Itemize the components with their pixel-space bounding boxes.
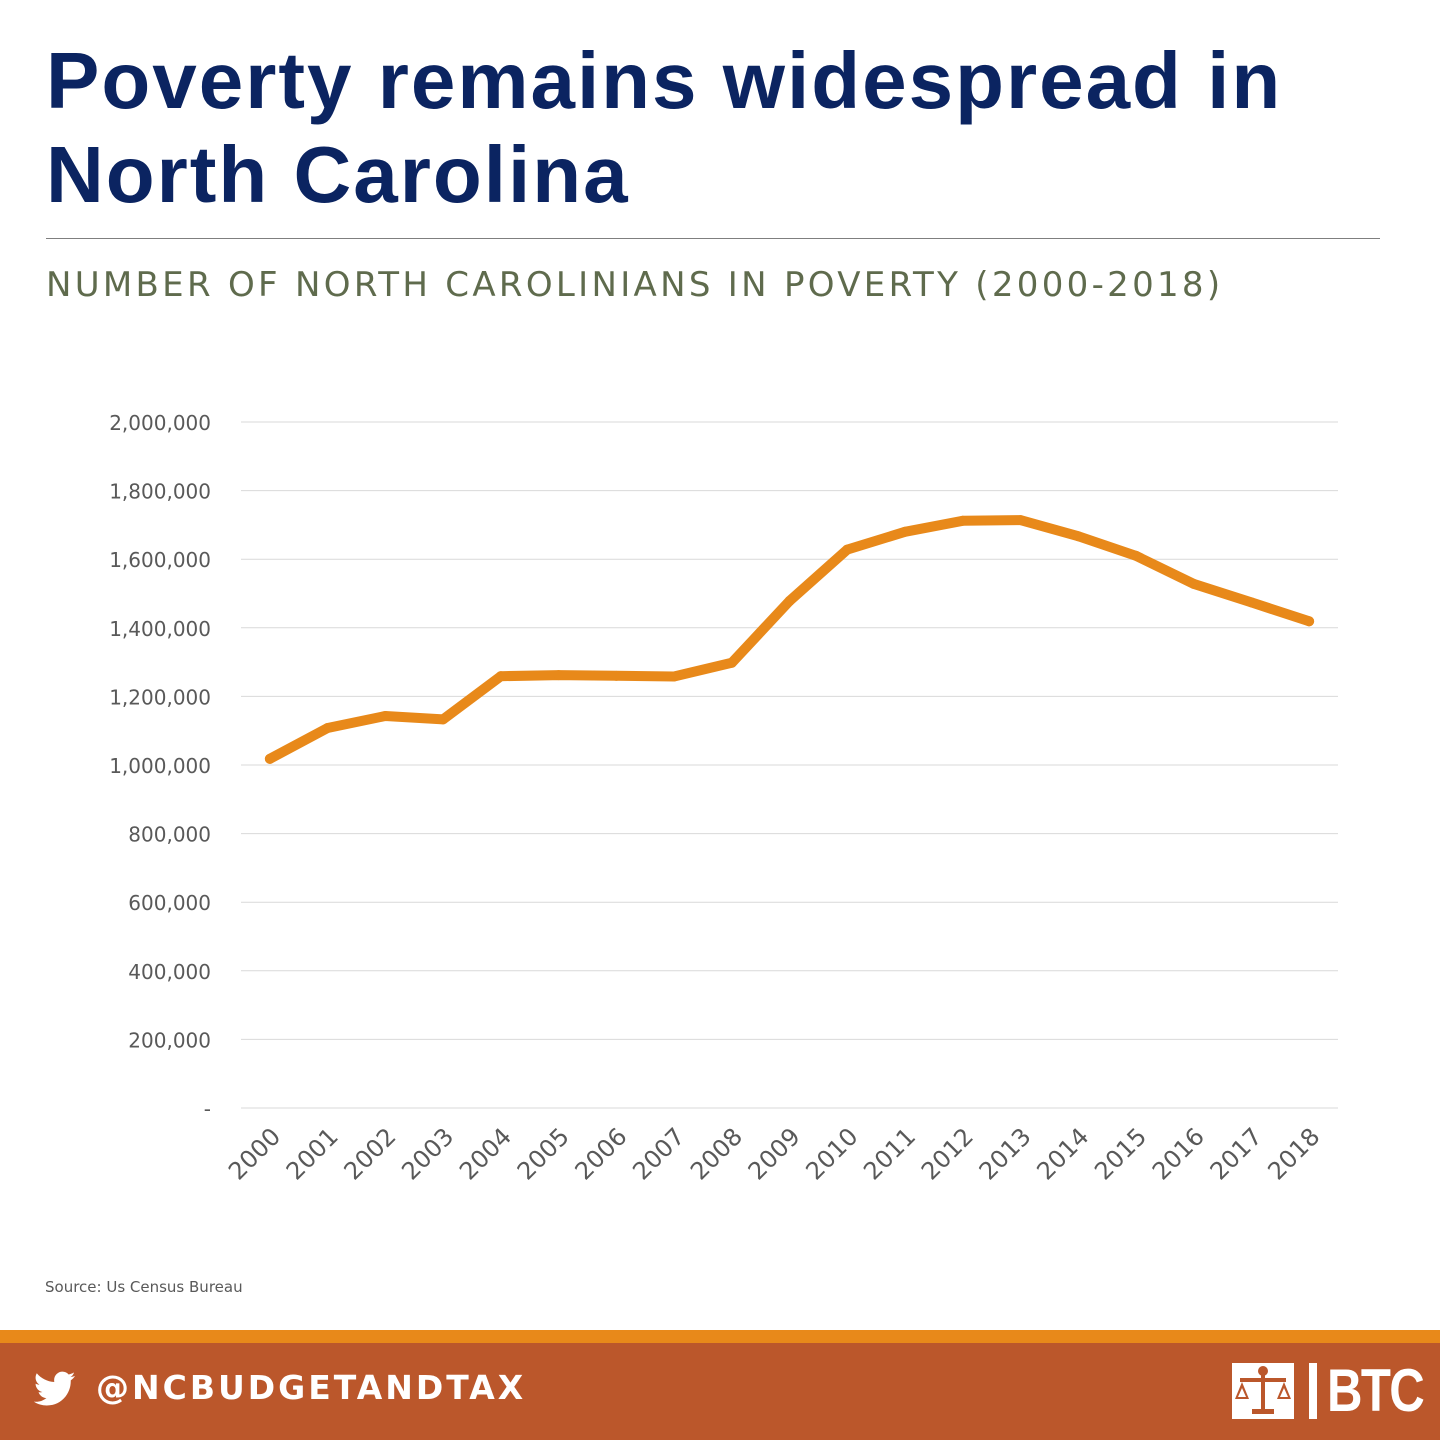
data-point bbox=[784, 596, 795, 607]
data-point bbox=[1188, 578, 1199, 589]
footer-bar: @NCBUDGETANDTAX BTC bbox=[0, 1343, 1440, 1440]
x-tick-label: 2004 bbox=[454, 1122, 517, 1185]
y-tick-label: 1,600,000 bbox=[109, 548, 211, 572]
x-tick-label: 2017 bbox=[1205, 1122, 1268, 1185]
y-tick-label: 1,000,000 bbox=[109, 754, 211, 778]
x-tick-label: 2008 bbox=[685, 1122, 748, 1185]
chart-title: NUMBER OF NORTH CAROLINIANS IN POVERTY (… bbox=[46, 265, 1224, 305]
x-tick-label: 2000 bbox=[223, 1122, 286, 1185]
x-axis-tick-labels: 2000200120022003200420052006200720082009… bbox=[223, 1122, 1325, 1185]
y-tick-label: 600,000 bbox=[128, 891, 211, 915]
data-point bbox=[380, 710, 391, 721]
justice-scales-icon bbox=[1232, 1363, 1294, 1419]
x-tick-label: 2006 bbox=[570, 1122, 633, 1185]
x-tick-label: 2010 bbox=[800, 1122, 863, 1185]
data-point bbox=[1073, 531, 1084, 542]
x-tick-label: 2015 bbox=[1089, 1122, 1152, 1185]
data-point bbox=[438, 714, 449, 725]
twitter-bird-icon[interactable] bbox=[34, 1371, 76, 1407]
data-point bbox=[1015, 515, 1026, 526]
y-tick-label: 800,000 bbox=[128, 823, 211, 847]
data-point bbox=[1130, 550, 1141, 561]
source-note: Source: Us Census Bureau bbox=[45, 1278, 243, 1296]
x-tick-label: 2007 bbox=[627, 1122, 690, 1185]
poverty-line-chart: - 200,000 400,000 600,000 800,000 1,000,000 1,… bbox=[109, 411, 1338, 1185]
y-tick-label: 1,400,000 bbox=[109, 617, 211, 641]
chart-gridlines bbox=[241, 421, 1338, 1109]
data-point bbox=[957, 515, 968, 526]
page-title: Poverty remains widespread in North Caro… bbox=[46, 36, 1283, 219]
x-tick-label: 2011 bbox=[858, 1122, 921, 1185]
data-point bbox=[495, 671, 506, 682]
x-tick-label: 2009 bbox=[743, 1122, 806, 1185]
y-tick-label: 1,200,000 bbox=[109, 685, 211, 709]
data-point bbox=[669, 671, 680, 682]
y-tick-label: 200,000 bbox=[128, 1028, 211, 1052]
data-point bbox=[726, 657, 737, 668]
y-tick-label: 1,800,000 bbox=[109, 480, 211, 504]
x-tick-label: 2018 bbox=[1262, 1122, 1325, 1185]
footer-stripe bbox=[0, 1330, 1440, 1343]
x-tick-label: 2013 bbox=[974, 1122, 1037, 1185]
y-axis-tick-labels: - 200,000 400,000 600,000 800,000 1,000,000 1,… bbox=[109, 411, 211, 1121]
x-tick-label: 2001 bbox=[281, 1122, 344, 1185]
data-point bbox=[899, 526, 910, 537]
y-tick-label: - bbox=[204, 1097, 211, 1121]
x-tick-label: 2016 bbox=[1147, 1122, 1210, 1185]
data-point bbox=[611, 670, 622, 681]
y-tick-label: 2,000,000 bbox=[109, 411, 211, 435]
chart-series bbox=[264, 515, 1315, 764]
data-point bbox=[1246, 597, 1257, 608]
x-tick-label: 2003 bbox=[396, 1122, 459, 1185]
x-tick-label: 2012 bbox=[916, 1122, 979, 1185]
data-point bbox=[322, 722, 333, 733]
x-tick-label: 2005 bbox=[512, 1122, 575, 1185]
data-point bbox=[1304, 616, 1315, 627]
data-point bbox=[264, 753, 275, 764]
btc-logo-text: BTC bbox=[1327, 1357, 1425, 1424]
data-point bbox=[553, 670, 564, 681]
title-divider bbox=[46, 238, 1380, 239]
y-tick-label: 400,000 bbox=[128, 960, 211, 984]
logo-divider bbox=[1309, 1363, 1317, 1419]
series-line bbox=[264, 515, 1315, 764]
x-tick-label: 2002 bbox=[339, 1122, 402, 1185]
twitter-handle[interactable]: @NCBUDGETANDTAX bbox=[96, 1368, 527, 1407]
data-point bbox=[842, 544, 853, 555]
x-tick-label: 2014 bbox=[1031, 1122, 1094, 1185]
